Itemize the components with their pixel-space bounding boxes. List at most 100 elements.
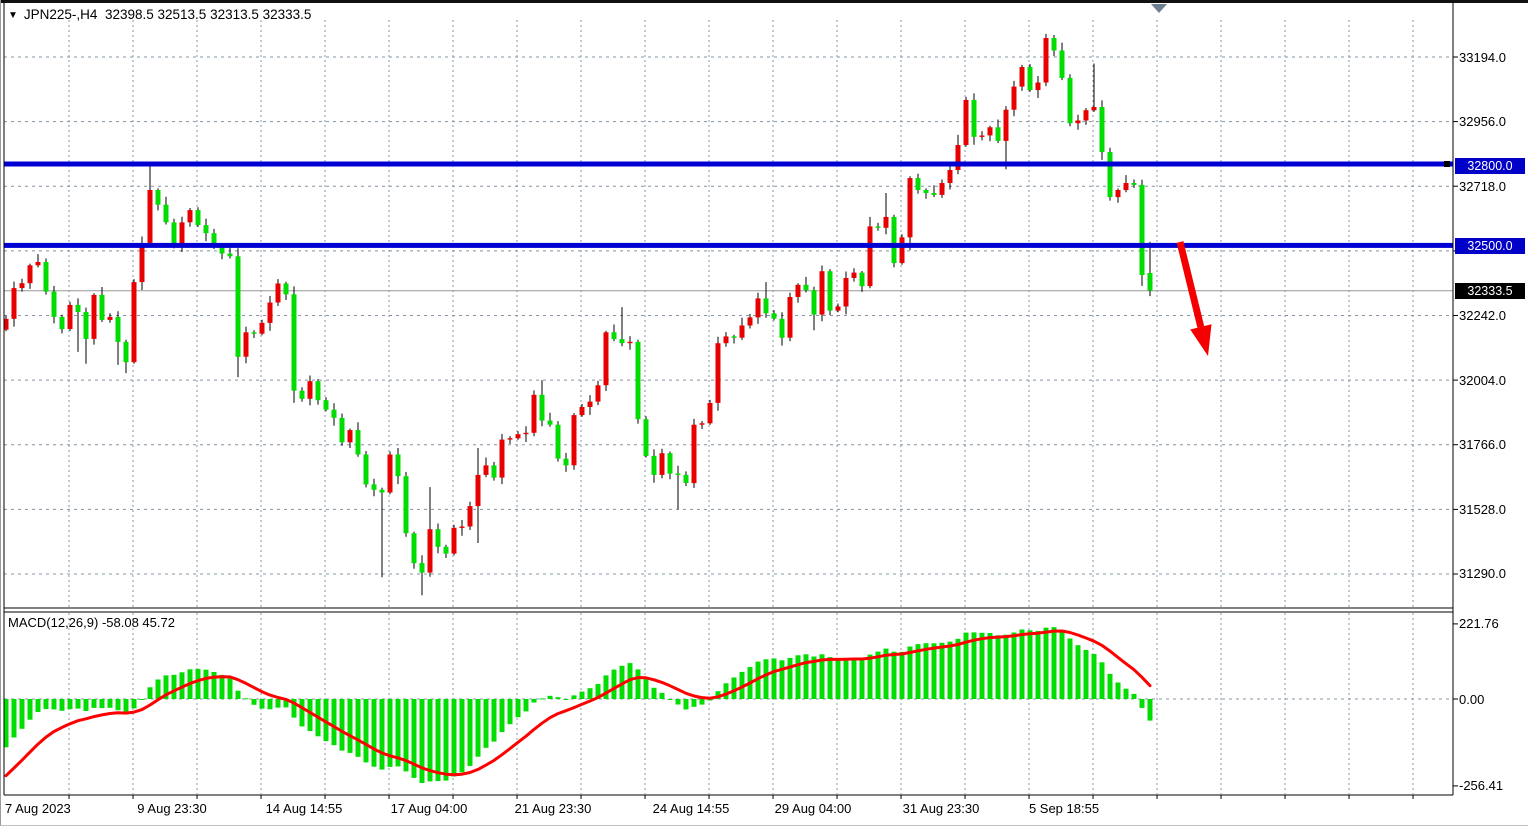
macd-histogram-bar xyxy=(603,675,609,699)
macd-histogram-bar xyxy=(771,658,777,699)
candle-body xyxy=(1091,107,1097,111)
candle-body xyxy=(747,317,753,326)
candle-body xyxy=(1147,273,1153,291)
time-axis-label: 9 Aug 23:30 xyxy=(137,801,207,816)
macd-histogram-bar xyxy=(811,656,817,699)
macd-histogram-bar xyxy=(459,699,465,773)
macd-histogram-bar xyxy=(155,679,161,699)
horizontal-level-line[interactable] xyxy=(4,242,1453,248)
candle-body xyxy=(547,420,553,425)
macd-histogram-bar xyxy=(275,699,281,708)
macd-axis-zero-label: 0.00 xyxy=(1459,691,1485,707)
support-price-badge[interactable]: 32500.0 xyxy=(1455,237,1525,254)
macd-histogram-bar xyxy=(1011,632,1017,699)
chart-shift-marker-icon[interactable] xyxy=(1151,4,1167,13)
candle-body xyxy=(1027,67,1033,91)
candle-body xyxy=(715,343,721,403)
candle-body xyxy=(739,325,745,338)
macd-histogram-bar xyxy=(147,687,153,699)
candle-body xyxy=(1011,86,1017,110)
macd-histogram-bar xyxy=(659,692,665,699)
candle-body xyxy=(347,430,353,443)
candle-body xyxy=(107,316,113,320)
candle-body xyxy=(1123,183,1129,191)
macd-histogram-bar xyxy=(1099,662,1105,699)
macd-histogram-bar xyxy=(931,643,937,699)
candle-body xyxy=(723,336,729,344)
candle-body xyxy=(355,430,361,455)
macd-histogram-bar xyxy=(643,678,649,699)
candle-body xyxy=(35,262,41,266)
candle-body xyxy=(619,339,625,344)
macd-histogram-bar xyxy=(883,648,889,699)
down-arrow-annotation-head[interactable] xyxy=(1190,324,1212,356)
candle-body xyxy=(891,216,897,264)
macd-histogram-bar xyxy=(467,699,473,766)
candle-body xyxy=(667,453,673,474)
candle-body xyxy=(867,226,873,287)
macd-histogram-bar xyxy=(219,674,225,699)
macd-histogram-bar xyxy=(723,683,729,699)
macd-histogram-bar xyxy=(827,657,833,699)
macd-histogram-bar xyxy=(667,699,673,700)
symbol-dropdown-triangle-icon[interactable]: ▼ xyxy=(8,10,18,21)
macd-histogram-bar xyxy=(347,699,353,753)
macd-histogram-bar xyxy=(995,635,1001,699)
macd-histogram-bar xyxy=(123,699,129,715)
candle-body xyxy=(11,288,17,319)
macd-histogram-bar xyxy=(803,654,809,699)
candle-body xyxy=(779,318,785,338)
candle-body xyxy=(859,272,865,287)
macd-histogram-bar xyxy=(35,699,41,712)
candle-body xyxy=(483,465,489,475)
macd-histogram-bar xyxy=(1115,682,1121,699)
price-axis-label: 32004.0 xyxy=(1459,372,1506,388)
candle-body xyxy=(243,332,249,357)
macd-histogram-bar xyxy=(203,669,209,699)
macd-histogram-bar xyxy=(27,699,33,720)
candle-body xyxy=(1099,107,1105,153)
candle-body xyxy=(51,291,57,317)
candle-body xyxy=(1115,190,1121,198)
horizontal-level-line[interactable] xyxy=(4,161,1453,167)
down-arrow-annotation-shaft[interactable] xyxy=(1176,241,1205,328)
candle-body xyxy=(83,312,89,339)
macd-histogram-bar xyxy=(611,669,617,699)
candle-body xyxy=(283,283,289,295)
candle-body xyxy=(155,190,161,205)
price-axis-label: 32242.0 xyxy=(1459,307,1506,323)
candle-body xyxy=(851,272,857,278)
macd-histogram-bar xyxy=(435,699,441,781)
candle-body xyxy=(291,294,297,391)
macd-histogram-bar xyxy=(195,668,201,699)
candle-body xyxy=(219,245,225,254)
candle-body xyxy=(691,424,697,484)
time-axis-label: 17 Aug 04:00 xyxy=(390,801,468,816)
candle-body xyxy=(91,294,97,339)
macd-histogram-bar xyxy=(547,695,553,699)
candle-body xyxy=(635,341,641,420)
candle-body xyxy=(563,458,569,466)
candle-body xyxy=(419,563,425,573)
macd-histogram-bar xyxy=(11,699,17,738)
macd-histogram-bar xyxy=(635,669,641,699)
macd-histogram-bar xyxy=(1083,650,1089,699)
macd-indicator-label: MACD(12,26,9) -58.08 45.72 xyxy=(8,615,175,630)
candle-body xyxy=(411,533,417,564)
macd-histogram-bar xyxy=(955,638,961,699)
candle-body xyxy=(115,316,121,342)
macd-histogram-bar xyxy=(971,632,977,699)
candle-body xyxy=(339,417,345,443)
hline-selection-handle[interactable] xyxy=(1444,161,1450,167)
candle-body xyxy=(3,318,9,330)
resistance-price-badge[interactable]: 32800.0 xyxy=(1455,158,1525,174)
candle-body xyxy=(99,294,105,320)
candle-body xyxy=(299,390,305,399)
time-axis-label: 21 Aug 23:30 xyxy=(514,801,592,816)
macd-histogram-bar xyxy=(579,691,585,699)
macd-histogram-bar xyxy=(3,699,9,748)
macd-histogram-bar xyxy=(851,658,857,699)
candle-body xyxy=(763,298,769,314)
candle-body xyxy=(803,284,809,291)
